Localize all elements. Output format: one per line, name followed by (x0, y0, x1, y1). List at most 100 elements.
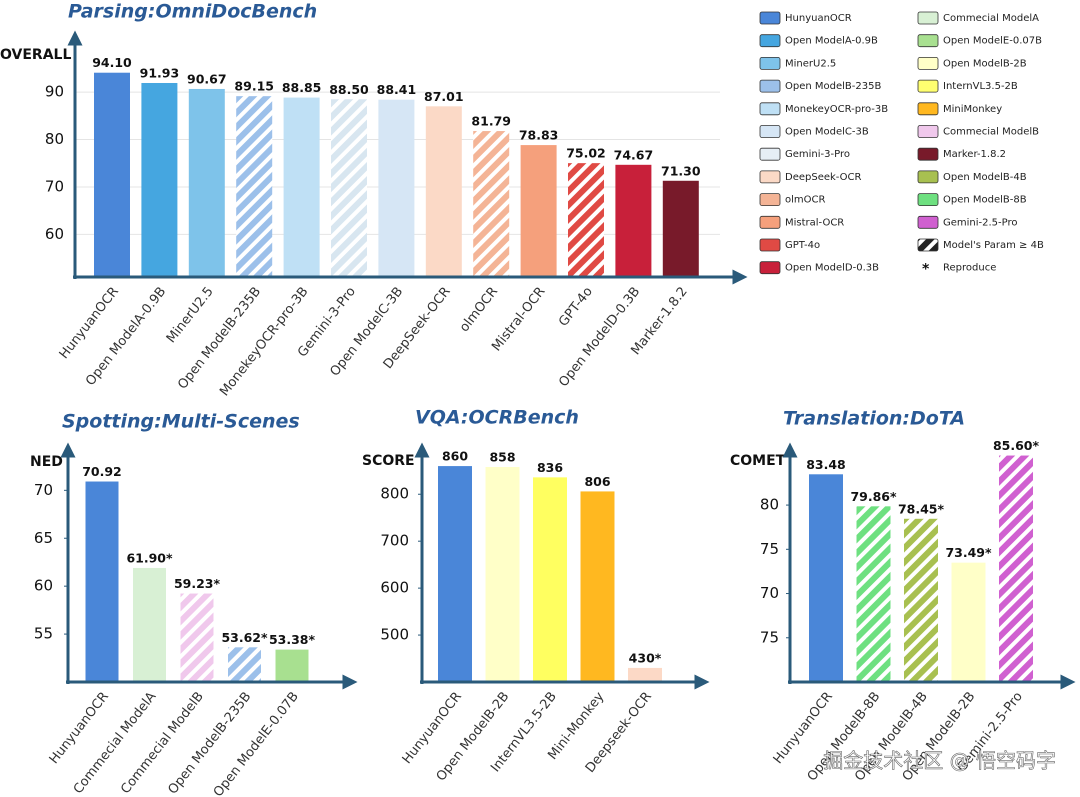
x-tick-label: Open ModelE-0.07B (211, 689, 302, 797)
chart-title: Parsing:OmniDocBench (68, 1, 317, 23)
bar (180, 593, 214, 682)
legend-swatch (917, 170, 939, 184)
legend-marker: * (922, 262, 930, 278)
x-tick-label: Open ModelA-0.9B (83, 284, 169, 388)
value-label: 806 (584, 474, 610, 489)
legend-label: MonekeyOCR-pro-3B (785, 104, 888, 115)
legend-label: Commecial ModelB (943, 127, 1039, 138)
value-label: 79.86* (850, 489, 897, 504)
bar (615, 164, 652, 277)
legend-label: Mistral-OCR (785, 217, 844, 228)
bar (275, 649, 309, 682)
value-label: 74.67 (614, 147, 654, 162)
legend-swatch (759, 125, 781, 138)
legend-swatch (759, 79, 781, 93)
bar (283, 97, 320, 277)
legend-label: Open ModelE-0.07B (943, 36, 1042, 47)
y-tick-label: 70 (760, 584, 779, 602)
legend-label: Gemini-2.5-Pro (943, 217, 1018, 228)
bar (533, 477, 567, 682)
y-tick-label: 60 (45, 225, 64, 243)
legend-label: Open ModelB-8B (943, 195, 1027, 206)
legend-swatch (917, 147, 939, 161)
y-tick-label: 600 (380, 579, 409, 597)
bar (568, 163, 604, 277)
legend-swatch (917, 193, 939, 207)
bar (331, 99, 367, 277)
value-label: 71.30 (661, 163, 701, 178)
y-tick-label: 75 (760, 628, 779, 646)
legend-swatch (759, 170, 781, 184)
legend-label: Open ModelA-0.9B (785, 36, 878, 47)
value-label: 61.90* (126, 550, 173, 565)
legend-label: Open ModelD-0.3B (785, 263, 879, 274)
y-tick-label: 70 (34, 481, 53, 499)
chart-title: Translation:DoTA (783, 408, 965, 430)
bar (580, 491, 615, 682)
x-tick-label: Open ModelB-235B (175, 284, 264, 392)
y-tick-label: 55 (34, 625, 53, 643)
legend-label: MinerU2.5 (785, 58, 836, 69)
chart-title: VQA:OCRBench (415, 407, 579, 429)
bar (133, 567, 166, 682)
y-tick-label: 800 (380, 485, 409, 503)
legend-label: Gemini-3-Pro (785, 149, 850, 160)
value-label: 78.83 (519, 128, 559, 143)
value-label: 59.23* (174, 576, 221, 591)
value-label: 73.49* (945, 545, 992, 560)
y-tick-label: 90 (45, 83, 64, 101)
value-label: 88.50 (329, 82, 369, 97)
x-tick-label: GPT-4o (556, 284, 596, 329)
legend-label: Open ModelB-4B (943, 172, 1027, 183)
value-label: 89.15 (234, 79, 274, 94)
legend-label: InternVL3.5-2B (943, 81, 1018, 92)
bar (236, 96, 273, 277)
y-tick-label: 75 (760, 540, 779, 558)
value-label: 90.67 (187, 71, 227, 86)
bar (188, 88, 225, 277)
x-tick-label: Open ModelD-0.3B (556, 284, 643, 390)
bar (473, 131, 510, 277)
value-label: 94.10 (92, 55, 132, 70)
legend-swatch (917, 125, 939, 138)
legend-swatch (759, 57, 781, 70)
x-tick-label: olmOCR (457, 284, 501, 335)
bar (485, 467, 520, 682)
chart-title: Spotting:Multi-Scenes (62, 411, 300, 433)
legend-swatch (759, 261, 781, 275)
legend-label: MiniMonkey (943, 104, 1002, 115)
value-label: 53.62* (221, 630, 268, 645)
legend-swatch (917, 11, 939, 25)
bar (856, 506, 891, 682)
bar (662, 180, 699, 277)
legend-label: DeepSeek-OCR (785, 172, 862, 183)
legend-swatch (917, 238, 939, 252)
legend-swatch (759, 11, 781, 25)
legend-swatch (759, 102, 781, 116)
bar (628, 667, 662, 682)
x-tick-label: Commecial ModelB (118, 689, 207, 797)
value-label: 91.93 (140, 65, 180, 80)
legend-swatch (917, 215, 939, 229)
x-tick-label: MonekeyOCR-pro-3B (217, 284, 311, 399)
legend-label: GPT-4o (785, 240, 820, 251)
y-tick-label: 700 (380, 532, 409, 550)
legend-swatch (917, 102, 939, 116)
value-label: 860 (442, 449, 468, 464)
value-label: 88.85 (282, 80, 322, 95)
bar (141, 82, 178, 278)
legend-label: Marker-1.8.2 (943, 149, 1006, 160)
bar (378, 99, 415, 277)
bar (438, 466, 472, 682)
value-label: 78.45* (898, 501, 945, 516)
bar (520, 145, 557, 277)
legend-label: Commecial ModelA (943, 13, 1039, 24)
legend-label: Model's Param ≥ 4B (943, 240, 1044, 251)
bar (228, 647, 261, 682)
bar (951, 562, 986, 682)
bar (85, 481, 119, 682)
bar (809, 474, 843, 682)
x-tick-label: Open ModelB-235B (165, 689, 254, 797)
value-label: 81.79 (471, 114, 511, 129)
